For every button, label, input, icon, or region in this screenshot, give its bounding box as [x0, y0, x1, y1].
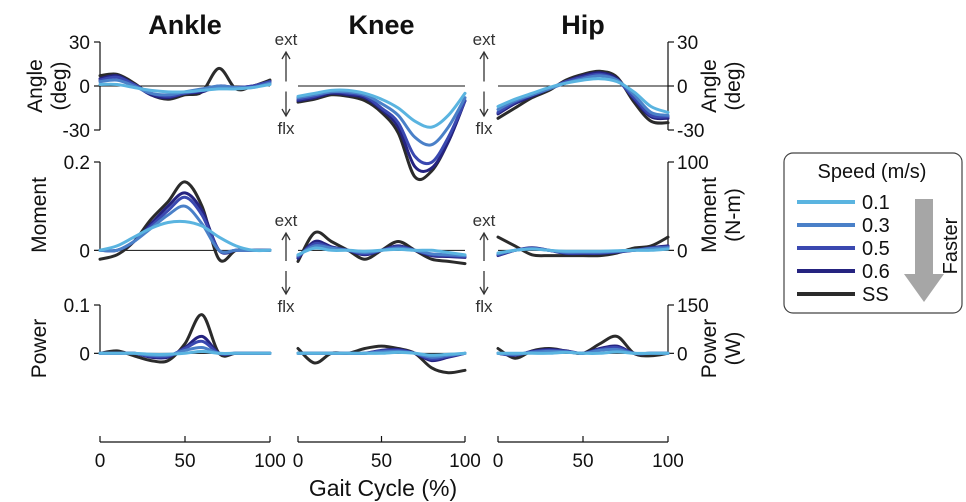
flx-label: flx: [476, 119, 494, 138]
faster-arrow-head: [904, 274, 944, 302]
row-unit-text: (deg): [722, 61, 745, 110]
ext-label: ext: [275, 211, 298, 230]
left-tick-label: -30: [63, 121, 90, 142]
right-tick-label: 0: [677, 77, 688, 98]
series-line-0.1: [98, 349, 272, 356]
row-label: Moment: [28, 177, 51, 253]
legend-entry: 0.3: [862, 215, 890, 237]
ext-label: ext: [275, 30, 298, 49]
left-tick-label: 0.1: [64, 296, 90, 317]
legend-entry: 0.1: [862, 192, 890, 214]
series-line-0.1: [98, 219, 272, 253]
row-unit-text: (deg): [48, 61, 71, 110]
x-tick-label: 50: [371, 451, 392, 472]
x-tick-label: 100: [652, 451, 684, 472]
legend-title: Speed (m/s): [818, 161, 927, 183]
column-title: Ankle: [148, 10, 222, 40]
row-unit-text: (W): [722, 332, 745, 366]
right-tick-label: 150: [677, 296, 709, 317]
row-label-right: Moment (N-m): [698, 177, 745, 253]
right-tick-label: 30: [677, 33, 698, 54]
legend-entry: SS: [862, 284, 889, 306]
up-arrow-head: [281, 50, 291, 60]
series-line-0.1: [296, 88, 467, 129]
x-tick-label: 50: [174, 451, 195, 472]
ext-label: ext: [473, 211, 496, 230]
series-line-SS: [296, 344, 467, 375]
row-label-text: Angle: [24, 59, 47, 113]
right-tick-label: -30: [677, 121, 704, 142]
up-arrow-head: [479, 231, 489, 241]
legend-entry: 0.5: [862, 238, 890, 260]
left-tick-label: 0: [79, 77, 90, 98]
series-line-0.1: [296, 246, 467, 257]
ext-label: ext: [473, 30, 496, 49]
legend: Speed (m/s) 0.10.30.50.6SS Faster: [783, 152, 963, 314]
x-tick-label: 0: [95, 451, 106, 472]
up-arrow-head: [479, 50, 489, 60]
down-arrow-head: [281, 108, 291, 118]
series-line-0.1: [496, 350, 670, 355]
row-label-text: Moment: [28, 177, 51, 253]
flx-label: flx: [476, 297, 494, 316]
series-line-0.1: [296, 350, 467, 357]
right-tick-label: 100: [677, 153, 709, 174]
left-tick-label: 0: [79, 344, 90, 365]
legend-entry: 0.6: [862, 261, 890, 283]
flx-label: flx: [278, 119, 296, 138]
row-unit-text: (N-m): [722, 188, 745, 242]
row-label: Power: [28, 319, 51, 379]
row-label-right: Power (W): [698, 319, 745, 379]
right-tick-label: 0: [677, 241, 688, 262]
series-line-0.1: [496, 247, 670, 255]
up-arrow-head: [281, 231, 291, 241]
x-tick-label: 100: [449, 451, 481, 472]
x-tick-label: 50: [572, 451, 593, 472]
series-line-0.3: [98, 204, 272, 254]
row-label-right: Angle (deg): [698, 59, 745, 113]
left-tick-label: 0.2: [64, 153, 90, 174]
x-tick-label: 100: [254, 451, 286, 472]
down-arrow-head: [281, 286, 291, 296]
flx-label: flx: [278, 297, 296, 316]
row-label-text: Power: [28, 319, 51, 379]
x-tick-label: 0: [293, 451, 304, 472]
series-line-0.1: [98, 82, 272, 94]
right-tick-label: 0: [677, 344, 688, 365]
series-line-SS: [496, 235, 670, 258]
down-arrow-head: [479, 108, 489, 118]
column-title: Knee: [348, 10, 414, 40]
row-label-text: Power: [698, 319, 721, 379]
faster-arrow-shaft: [915, 199, 933, 275]
down-arrow-head: [479, 286, 489, 296]
row-label-text: Moment: [698, 177, 721, 253]
column-title: Hip: [561, 10, 605, 40]
series-line-SS: [98, 313, 272, 364]
faster-label: Faster: [940, 217, 962, 274]
series-line-0.1: [496, 77, 670, 114]
row-label-text: Angle: [698, 59, 721, 113]
left-tick-label: 0: [79, 241, 90, 262]
x-tick-label: 0: [493, 451, 504, 472]
left-tick-label: 30: [69, 33, 90, 54]
row-label: Angle (deg): [24, 59, 71, 113]
x-axis-label: Gait Cycle (%): [309, 475, 457, 501]
